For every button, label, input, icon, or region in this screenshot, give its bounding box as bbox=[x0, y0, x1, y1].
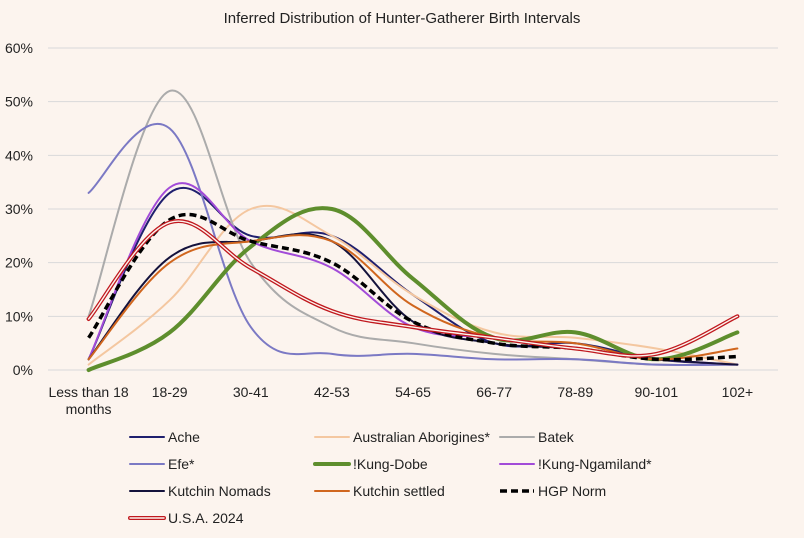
legend-item-kung-dobe: !Kung-Dobe bbox=[313, 456, 428, 472]
y-axis-ticks: 0% 10% 20% 30% 40% 50% 60% bbox=[5, 40, 33, 378]
legend-item-u-s-a-2024: U.S.A. 2024 bbox=[128, 510, 244, 526]
y-tick-label: 20% bbox=[5, 255, 33, 271]
y-tick-label: 40% bbox=[5, 147, 33, 163]
legend-item-kung-ngamiland: !Kung-Ngamiland* bbox=[499, 456, 652, 472]
legend-item-australian-aborigines: Australian Aborigines* bbox=[314, 429, 491, 445]
y-tick-label: 60% bbox=[5, 40, 33, 56]
legend-label: Kutchin settled bbox=[353, 483, 445, 499]
series-batek bbox=[87, 89, 739, 367]
series-line-ache bbox=[87, 186, 739, 366]
legend: Ache Australian Aborigines* Batek Efe* !Kung… bbox=[128, 429, 652, 526]
series-line-u-s-a-2024-inner bbox=[87, 220, 739, 357]
series-ache bbox=[87, 186, 739, 366]
y-tick-label: 10% bbox=[5, 308, 33, 324]
x-tick-label: 90-101 bbox=[635, 384, 679, 400]
series-line-u-s-a-2024 bbox=[86, 219, 740, 358]
legend-label: Kutchin Nomads bbox=[168, 483, 271, 499]
legend-label: !Kung-Dobe bbox=[353, 456, 428, 472]
series-line-australian-aborigines bbox=[87, 204, 739, 366]
series-kutchin-settled bbox=[87, 234, 739, 361]
y-tick-label: 30% bbox=[5, 201, 33, 217]
y-tick-label: 50% bbox=[5, 94, 33, 110]
series-line-batek bbox=[87, 89, 739, 367]
legend-label: Efe* bbox=[168, 456, 195, 472]
x-axis-ticks: Less than 18 months 18-29 30-41 42-53 54-65 66… bbox=[48, 384, 753, 417]
x-tick-label: Less than 18 months bbox=[48, 384, 128, 417]
chart-title: Inferred Distribution of Hunter-Gatherer… bbox=[224, 10, 581, 27]
x-tick-label: 54-65 bbox=[395, 384, 431, 400]
series-line-hgp-norm bbox=[87, 212, 738, 362]
series-line-kung-dobe bbox=[86, 206, 740, 372]
series-kung-ngamiland bbox=[87, 182, 739, 366]
legend-label: !Kung-Ngamiland* bbox=[538, 456, 652, 472]
x-tick-label: 66-77 bbox=[476, 384, 512, 400]
series-efe bbox=[87, 123, 739, 367]
series-line-kung-ngamiland bbox=[87, 182, 739, 366]
series-line-efe bbox=[87, 123, 739, 367]
legend-label: U.S.A. 2024 bbox=[168, 510, 244, 526]
series-hgp-norm bbox=[87, 212, 738, 362]
x-tick-label: 78-89 bbox=[557, 384, 593, 400]
x-tick-label: 18-29 bbox=[152, 384, 188, 400]
series-line-kutchin-settled bbox=[87, 234, 739, 361]
y-tick-label: 0% bbox=[13, 362, 33, 378]
series-u-s-a-2024 bbox=[86, 219, 740, 358]
series-lines bbox=[86, 89, 740, 372]
x-tick-label: 102+ bbox=[722, 384, 754, 400]
legend-label: HGP Norm bbox=[538, 483, 606, 499]
legend-item-kutchin-nomads: Kutchin Nomads bbox=[129, 483, 271, 499]
legend-item-batek: Batek bbox=[499, 429, 575, 445]
legend-item-hgp-norm: HGP Norm bbox=[500, 483, 606, 499]
series-kung-dobe bbox=[86, 206, 740, 372]
legend-item-kutchin-settled: Kutchin settled bbox=[314, 483, 445, 499]
x-tick-label: 42-53 bbox=[314, 384, 350, 400]
x-tick-label: 30-41 bbox=[233, 384, 269, 400]
legend-item-ache: Ache bbox=[129, 429, 200, 445]
legend-label: Australian Aborigines* bbox=[353, 429, 491, 445]
series-australian-aborigines bbox=[87, 204, 739, 366]
legend-label: Batek bbox=[538, 429, 575, 445]
legend-item-efe: Efe* bbox=[129, 456, 195, 472]
legend-label: Ache bbox=[168, 429, 200, 445]
